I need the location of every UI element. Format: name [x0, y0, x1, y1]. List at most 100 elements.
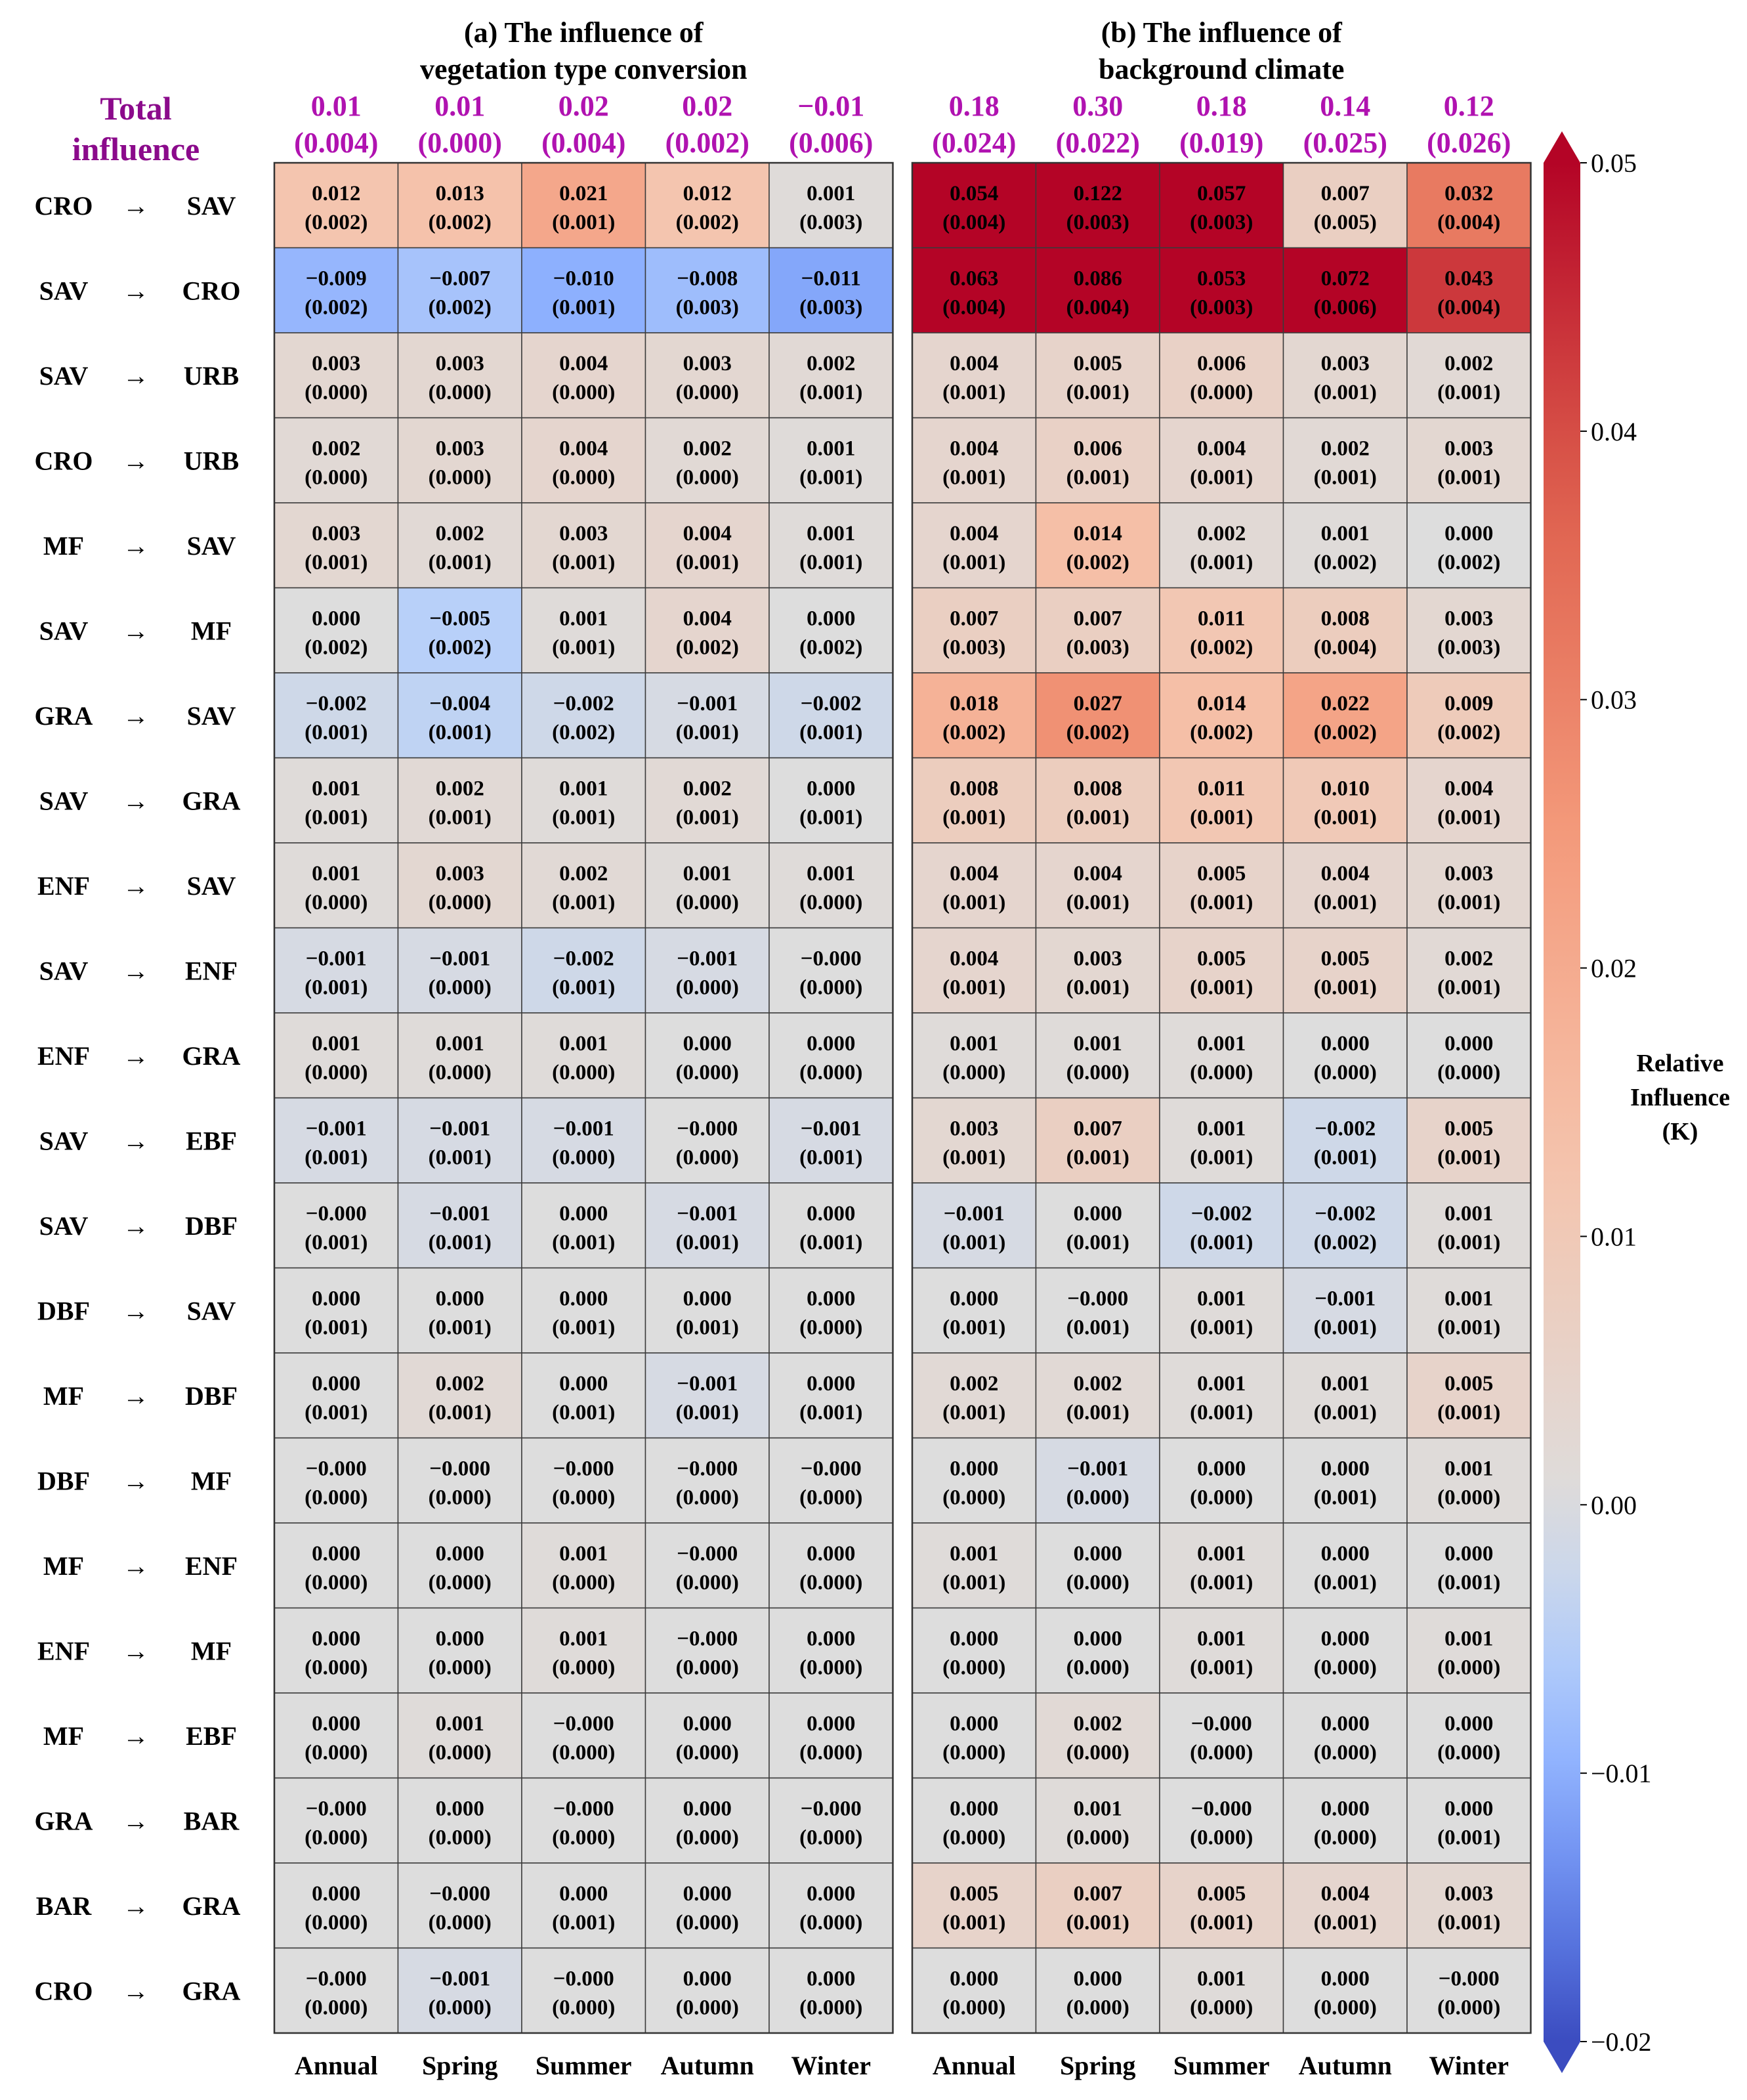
- row-labels: CRO → SAV SAV → CRO SAV → URB CRO → URB MF → SAV SAV → MF…: [35, 191, 241, 2006]
- cell-value: 0.001: [559, 607, 608, 630]
- cell-value: 0.122: [1074, 182, 1122, 205]
- cell-error: (0.003): [799, 211, 862, 234]
- cell-error: (0.005): [1314, 211, 1377, 234]
- cell-error: (0.001): [429, 1316, 492, 1339]
- panel-titles: (a) The influence of vegetation type conv…: [420, 16, 1345, 85]
- cell-value: 0.004: [683, 522, 732, 546]
- cell-value: 0.008: [1074, 777, 1122, 800]
- cell-error: (0.001): [1314, 465, 1377, 489]
- cell-value: 0.003: [436, 862, 484, 886]
- row-label-from-21: CRO: [35, 1976, 93, 2005]
- cell-error: (0.001): [429, 1146, 492, 1169]
- cell-value: 0.001: [1197, 1287, 1246, 1310]
- cell-value: 0.002: [1321, 437, 1370, 460]
- heatmap-cell: [521, 1862, 646, 1949]
- heatmap-cell: [1282, 1607, 1408, 1694]
- cell-value: 0.000: [1321, 1627, 1370, 1650]
- row-arrow-5: →: [123, 616, 149, 645]
- row-arrow-7: →: [123, 786, 149, 815]
- heatmap-cell: [768, 1692, 894, 1779]
- row-label-to-18: EBF: [186, 1721, 237, 1751]
- cell-value: 0.057: [1197, 182, 1246, 205]
- heatmap-cell: [521, 162, 646, 249]
- colorbar-tick-label: 0.04: [1591, 417, 1637, 446]
- total-influence-label-line-1: influence: [72, 131, 200, 167]
- cell-error: (0.001): [1314, 381, 1377, 404]
- cell-error: (0.000): [305, 381, 368, 404]
- cell-error: (0.001): [1314, 1316, 1377, 1339]
- cell-error: (0.000): [799, 1741, 862, 1765]
- heatmap-cell: [274, 1267, 399, 1354]
- heatmap-cell: [1159, 927, 1284, 1014]
- cell-error: (0.000): [552, 1571, 615, 1595]
- row-label-to-12: DBF: [185, 1211, 238, 1241]
- cell-error: (0.000): [305, 1826, 368, 1849]
- cell-value: −0.002: [553, 692, 614, 716]
- cell-error: (0.001): [1437, 1571, 1500, 1595]
- heatmap-cell: [1035, 1097, 1160, 1184]
- heatmap-cell: [912, 1692, 1037, 1779]
- heatmap-cell: [274, 757, 399, 844]
- colorbar-gradient: [1544, 163, 1580, 2042]
- heatmap-cell: [1159, 162, 1284, 249]
- cell-value: −0.000: [677, 1457, 738, 1480]
- cell-error: (0.001): [1066, 381, 1129, 404]
- cell-value: 0.000: [1321, 1032, 1370, 1056]
- total-value-0-0: 0.01: [311, 90, 362, 122]
- cell-error: (0.000): [799, 1826, 862, 1849]
- column-label-1-2: Summer: [1173, 2051, 1270, 2080]
- cell-value: −0.001: [944, 1202, 1005, 1226]
- heatmap-cell: [644, 1862, 770, 1949]
- row-label-to-11: EBF: [186, 1126, 237, 1155]
- cell-value: 0.002: [807, 352, 855, 375]
- heatmap-cell: [1282, 1522, 1408, 1609]
- cell-value: 0.003: [436, 437, 484, 460]
- cell-error: (0.002): [1190, 721, 1253, 744]
- total-se-1-3: (0.025): [1303, 127, 1387, 159]
- heatmap-cell: [1159, 1437, 1284, 1524]
- cell-value: −0.001: [429, 1117, 490, 1140]
- cell-value: 0.004: [950, 862, 998, 886]
- row-arrow-16: →: [123, 1551, 149, 1581]
- column-label-0-0: Annual: [295, 2051, 378, 2080]
- cell-value: 0.001: [312, 862, 360, 886]
- cell-value: −0.000: [1067, 1287, 1128, 1310]
- cell-error: (0.001): [799, 1146, 862, 1169]
- cell-value: 0.001: [312, 1032, 360, 1056]
- cell-value: 0.005: [950, 1882, 998, 1906]
- row-label-from-13: DBF: [37, 1296, 90, 1325]
- heatmap-cell: [521, 502, 646, 589]
- cell-error: (0.000): [552, 1146, 615, 1169]
- cell-error: (0.000): [799, 1656, 862, 1679]
- cell-error: (0.001): [942, 1401, 1005, 1425]
- heatmap-cell: [912, 672, 1037, 759]
- cell-error: (0.000): [305, 1571, 368, 1595]
- cell-error: (0.001): [942, 1316, 1005, 1339]
- cell-value: −0.000: [801, 1457, 862, 1480]
- cell-error: (0.000): [552, 381, 615, 404]
- heatmap-cell: [1406, 1267, 1532, 1354]
- heatmap-cell: [397, 1097, 522, 1184]
- heatmap-cell: [1406, 1012, 1532, 1099]
- heatmap-cell: [912, 927, 1037, 1014]
- heatmap-cell: [1035, 1012, 1160, 1099]
- cell-error: (0.000): [676, 1826, 739, 1849]
- cell-value: 0.014: [1197, 692, 1246, 716]
- cell-error: (0.001): [1437, 1231, 1500, 1254]
- cell-value: 0.000: [312, 1372, 360, 1396]
- row-label-from-2: SAV: [39, 361, 89, 391]
- cell-value: 0.009: [1444, 692, 1493, 716]
- heatmap-cell: [274, 842, 399, 929]
- heatmap-cell: [1035, 1522, 1160, 1609]
- cell-value: −0.007: [429, 267, 490, 290]
- cell-error: (0.001): [1190, 1656, 1253, 1679]
- cell-error: (0.000): [429, 1061, 492, 1084]
- heatmap-cell: [1406, 1692, 1532, 1779]
- cell-error: (0.001): [305, 551, 368, 574]
- cell-error: (0.001): [1437, 1401, 1500, 1425]
- cell-error: (0.001): [305, 1401, 368, 1425]
- row-label-from-14: MF: [43, 1381, 84, 1411]
- heatmap-cell: [521, 1607, 646, 1694]
- cell-value: −0.000: [553, 1967, 614, 1990]
- cell-error: (0.000): [676, 891, 739, 914]
